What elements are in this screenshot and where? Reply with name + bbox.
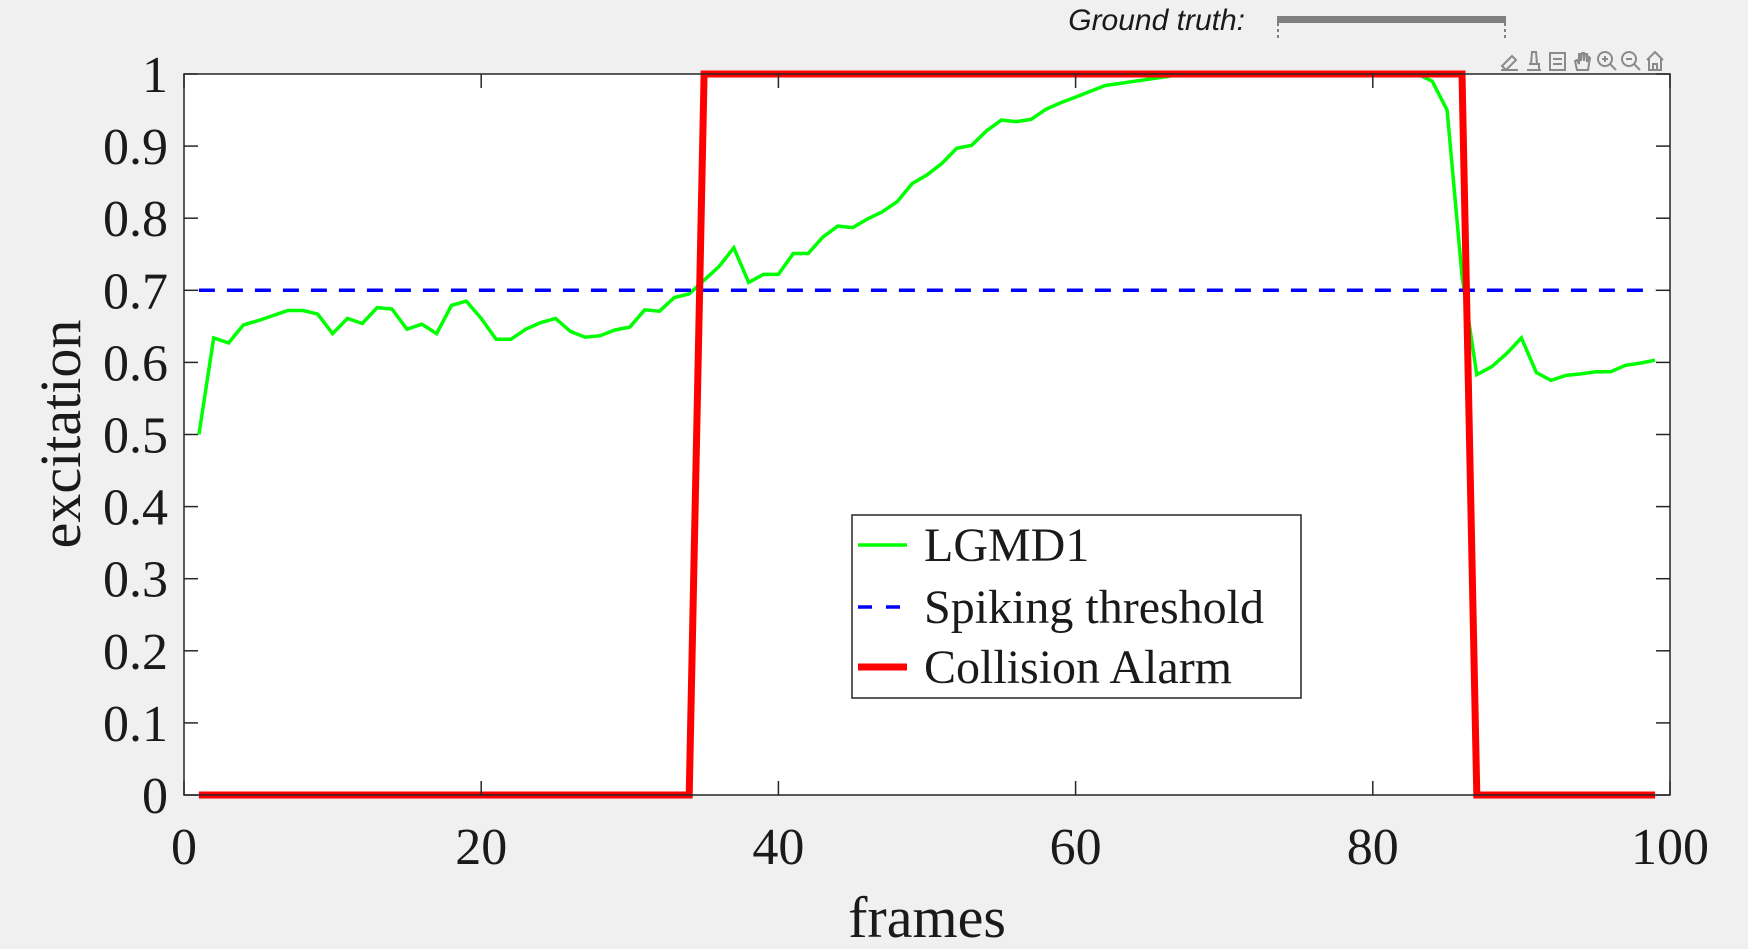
legend-item-collision-alarm: Collision Alarm: [858, 641, 1232, 694]
x-tick-label: 0: [171, 819, 197, 876]
legend-toggle-icon[interactable]: [1549, 52, 1566, 71]
legend-item-spiking-threshold: Spiking threshold: [858, 581, 1264, 634]
legend-label-spiking-threshold: Spiking threshold: [924, 581, 1264, 634]
y-tick-label: 0.4: [103, 480, 168, 537]
y-tick-label: 0.9: [103, 119, 168, 176]
x-tick-label: 40: [752, 819, 804, 876]
legend-box: [851, 514, 1302, 699]
axes-toolbar: [1500, 50, 1664, 72]
home-icon[interactable]: [1646, 50, 1664, 71]
legend-label-lgmd1: LGMD1: [924, 519, 1089, 572]
y-tick-label: 0.5: [103, 408, 168, 465]
y-tick-label: 0.3: [103, 552, 168, 609]
y-tick-label: 0.8: [103, 191, 168, 248]
x-tick-label: 20: [455, 819, 507, 876]
ground-truth-bar: [1277, 16, 1506, 40]
brush-icon[interactable]: [1500, 54, 1518, 72]
legend-label-collision-alarm: Collision Alarm: [924, 641, 1232, 694]
y-tick-label: 0.2: [103, 624, 168, 681]
y-tick-label: 1: [142, 47, 168, 104]
x-tick-label: 100: [1631, 819, 1709, 876]
y-tick-label: 0: [142, 768, 168, 825]
y-tick-label: 0.7: [103, 263, 168, 320]
x-tick-label: 60: [1050, 819, 1102, 876]
ground-truth-label: Ground truth:: [1068, 4, 1245, 37]
y-axis-title: excitation: [28, 320, 93, 549]
data-tips-icon[interactable]: [1527, 51, 1541, 71]
legend-item-lgmd1: LGMD1: [858, 519, 1089, 572]
tick-layer: 0 20 40 60 80 100 0 0.1 0.2 0.3 0.4 0.5 0.6 0.7 0.8 0.9…: [103, 47, 1709, 876]
x-tick-label: 80: [1347, 819, 1399, 876]
zoom-out-icon[interactable]: [1621, 51, 1641, 71]
x-axis-title: frames: [848, 885, 1006, 949]
pan-hand-icon[interactable]: [1573, 52, 1592, 71]
legend[interactable]: LGMD1 Spiking threshold Collision Alarm: [851, 514, 1302, 699]
y-tick-label: 0.6: [103, 335, 168, 392]
y-tick-label: 0.1: [103, 696, 168, 753]
zoom-in-icon[interactable]: [1597, 51, 1617, 71]
